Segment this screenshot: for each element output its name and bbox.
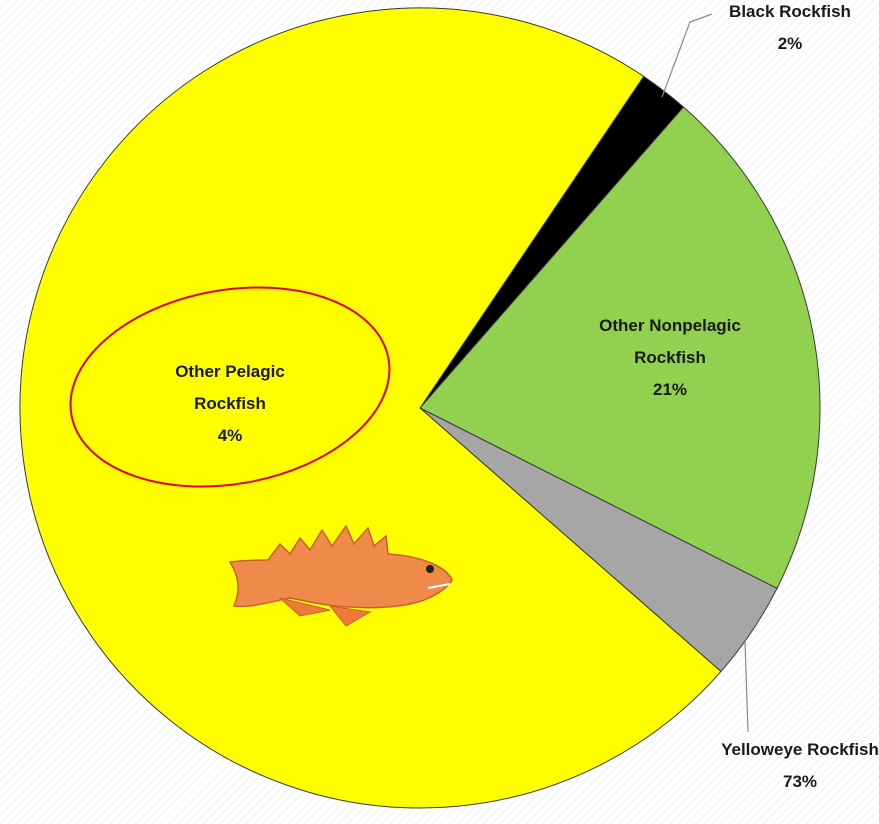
category-label: Other Nonpelagic Rockfish (599, 316, 741, 367)
highlight-ellipse (69, 286, 391, 488)
category-label: Yelloweye Rockfish (721, 740, 879, 759)
value-label: 2% (777, 34, 803, 53)
category-label: Black Rockfish (729, 2, 851, 21)
leader-line (661, 13, 713, 98)
slice-label: Yelloweye Rockfish 73% (720, 734, 879, 798)
leader-line (744, 641, 749, 733)
value-label: 4% (217, 426, 243, 445)
slice-label: Black Rockfish 2% (700, 0, 879, 60)
pie (19, 7, 821, 809)
slice-label: Other Nonpelagic Rockfish 21% (595, 310, 745, 406)
value-label: 21% (652, 380, 688, 399)
pie-slice (419, 106, 821, 590)
value-label: 73% (782, 772, 818, 791)
pie-slice (19, 7, 722, 809)
category-label: Other Pelagic Rockfish (175, 362, 285, 413)
slice-label: Other Pelagic Rockfish 4% (160, 356, 300, 452)
fish-illustration (228, 524, 453, 627)
